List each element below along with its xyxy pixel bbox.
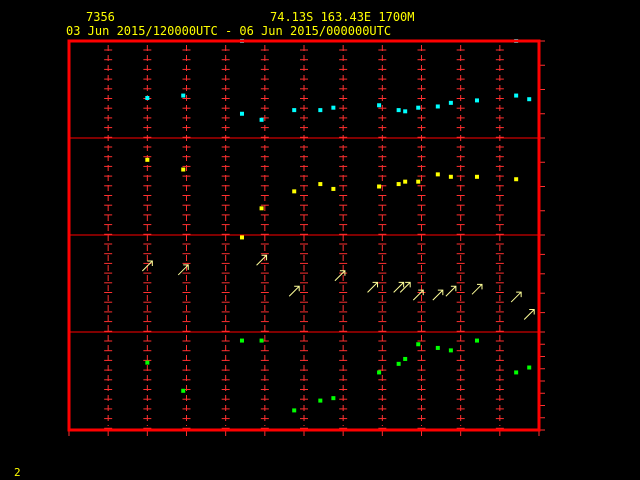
temperature-point: [403, 109, 408, 114]
wind-arrow-point: [256, 254, 268, 266]
temperature-point: [435, 104, 440, 109]
pressure-point: [435, 172, 440, 177]
temperature-point: [448, 100, 453, 105]
pressure-point: [318, 182, 323, 187]
humidity-point: [331, 396, 336, 401]
humidity-point: [239, 338, 244, 343]
wind-arrow-point: [471, 283, 483, 295]
pressure-point: [416, 179, 421, 184]
pressure-point: [474, 174, 479, 179]
pressure-point: [377, 184, 382, 189]
humidity-point: [318, 398, 323, 403]
pressure-point: [145, 157, 150, 162]
humidity-point: [403, 356, 408, 361]
wind-arrow-point: [288, 285, 300, 297]
wind-arrow-point: [334, 270, 346, 282]
wind-arrow-point: [445, 285, 457, 297]
humidity-point: [396, 361, 401, 366]
temperature-point: [292, 108, 297, 113]
humidity-point: [292, 408, 297, 413]
wind-arrow-point: [412, 289, 424, 301]
pressure-point: [514, 177, 519, 182]
pressure-point: [448, 174, 453, 179]
plot-area: [67, 39, 545, 436]
station-location: 74.13S 163.43E 1700M: [270, 10, 415, 24]
wind-arrow-point: [177, 264, 189, 276]
humidity-point: [474, 338, 479, 343]
plot-frame: [67, 39, 541, 432]
page-number: 2: [14, 466, 21, 479]
temperature-point: [239, 111, 244, 116]
pressure-point: [239, 235, 244, 240]
humidity-point: [448, 348, 453, 353]
temperature-point: [527, 97, 532, 102]
humidity-point: [145, 360, 150, 365]
temperature-point: [318, 108, 323, 113]
temperature-point: [259, 117, 264, 122]
humidity-point: [181, 388, 186, 393]
time-range: 03 Jun 2015/120000UTC - 06 Jun 2015/0000…: [66, 24, 391, 38]
pressure-point: [292, 189, 297, 194]
wind-arrow-point: [510, 291, 522, 303]
humidity-point: [416, 342, 421, 347]
humidity-point: [259, 338, 264, 343]
temperature-point: [331, 105, 336, 110]
pressure-point: [181, 167, 186, 172]
humidity-point: [514, 370, 519, 375]
pressure-point: [403, 179, 408, 184]
temperature-point: [416, 105, 421, 110]
wind-arrow-point: [399, 281, 411, 293]
wind-arrow-point: [393, 281, 405, 293]
wind-arrow-point: [523, 309, 535, 320]
wind-arrow-point: [141, 260, 153, 272]
humidity-point: [435, 345, 440, 350]
temperature-point: [181, 93, 186, 98]
pressure-point: [331, 186, 336, 191]
temperature-point: [377, 103, 382, 108]
pressure-point: [259, 206, 264, 211]
humidity-point: [377, 370, 382, 375]
wind-arrow-point: [432, 289, 444, 301]
temperature-point: [396, 108, 401, 113]
wind-arrow-point: [367, 281, 379, 293]
temperature-point: [145, 95, 150, 100]
temperature-point: [514, 93, 519, 98]
pressure-point: [396, 182, 401, 187]
station-id: 7356: [86, 10, 115, 24]
humidity-point: [527, 365, 532, 370]
temperature-point: [474, 98, 479, 103]
